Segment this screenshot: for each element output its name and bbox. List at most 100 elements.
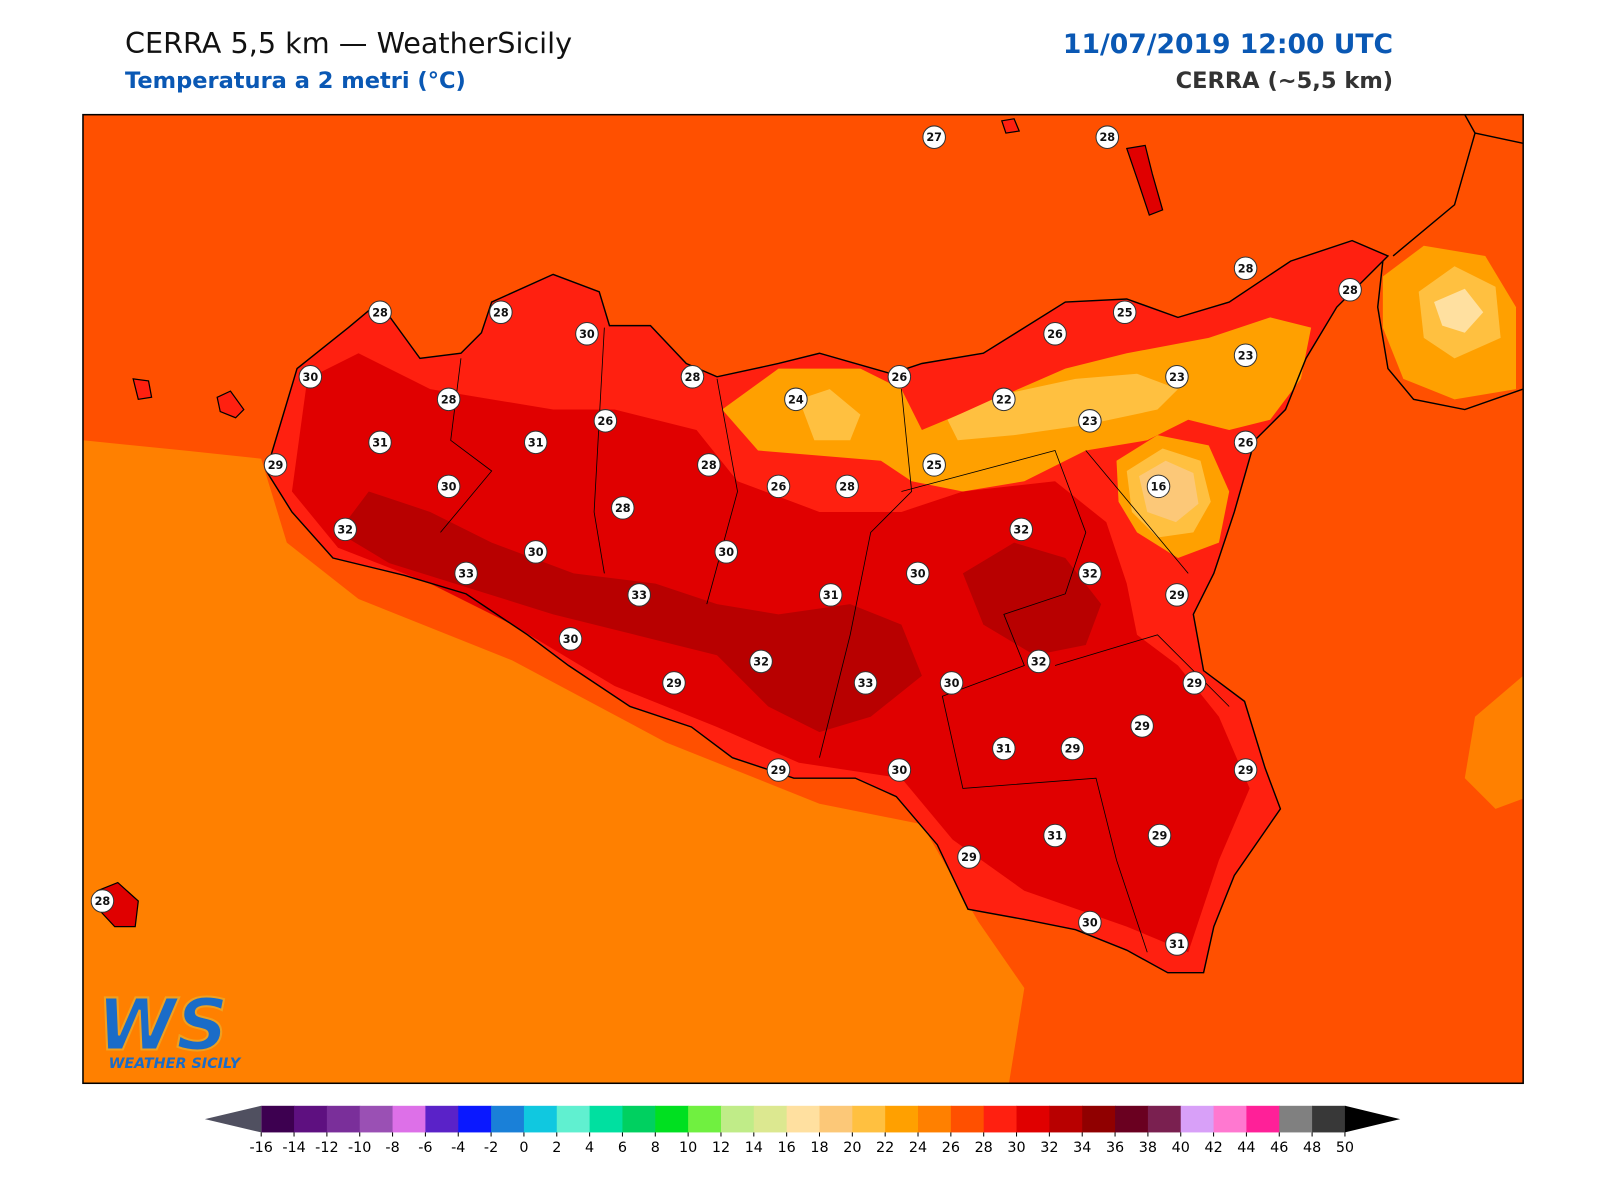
colorbar-tick-label: 42 xyxy=(1204,1140,1222,1156)
field-sea-south xyxy=(82,440,1025,1084)
colorbar-swatch xyxy=(1180,1105,1215,1133)
colorbar-swatch xyxy=(950,1105,985,1133)
station-value: 26 xyxy=(598,415,614,428)
colorbar-tick-label: -14 xyxy=(282,1140,305,1156)
station-value: 33 xyxy=(858,677,874,690)
logo: WS WEATHER SICILY xyxy=(96,981,242,1071)
colorbar-tick-label: 8 xyxy=(651,1140,660,1156)
station-value: 30 xyxy=(1082,917,1098,930)
station-marker xyxy=(454,561,478,586)
station-marker xyxy=(1233,430,1258,455)
station-marker xyxy=(368,300,392,325)
colorbar: -16 -14 -12 -10 -8 -6 -4 -2 0 2 4 6 8 10 12 14 16 18 20 22 2… xyxy=(204,1105,1401,1156)
station-marker xyxy=(523,540,548,564)
station-value: 28 xyxy=(95,895,111,908)
colorbar-swatch xyxy=(425,1105,459,1133)
station-marker xyxy=(1043,823,1067,848)
colorbar-swatch xyxy=(359,1105,394,1133)
station-marker xyxy=(714,540,739,564)
subtitle: Temperatura a 2 metri (°C) xyxy=(125,68,466,94)
colorbar-swatch xyxy=(1279,1105,1313,1133)
colorbar-swatch xyxy=(688,1105,722,1133)
colorbar-tick-label: -8 xyxy=(385,1140,399,1156)
station-value: 30 xyxy=(718,546,734,559)
colorbar-swatch xyxy=(918,1105,952,1133)
station-value: 23 xyxy=(1082,415,1098,428)
station-value: 32 xyxy=(1031,655,1047,668)
station-value: 16 xyxy=(1151,480,1167,493)
station-marker xyxy=(818,583,843,607)
colorbar-tick-label: 32 xyxy=(1040,1140,1058,1156)
station-marker xyxy=(922,125,946,149)
station-marker xyxy=(1182,671,1207,695)
station-value: 25 xyxy=(926,459,942,472)
station-marker xyxy=(853,671,878,695)
colorbar-swatch xyxy=(261,1105,295,1133)
station-marker xyxy=(766,474,791,499)
map-frame xyxy=(82,113,1524,1085)
station-value: 29 xyxy=(1187,677,1203,690)
station-value: 25 xyxy=(1117,306,1133,319)
colorbar-tick-label: 28 xyxy=(975,1140,993,1156)
station-marker xyxy=(1026,649,1051,674)
station-marker xyxy=(436,474,461,499)
colorbar-swatch xyxy=(556,1105,591,1133)
colorbar-tick-label: -2 xyxy=(484,1140,498,1156)
colorbar-tick-label: -16 xyxy=(249,1140,272,1156)
colorbar-tick-label: 20 xyxy=(843,1140,861,1156)
station-value: 30 xyxy=(528,546,544,559)
station-marker xyxy=(627,583,651,607)
coastline xyxy=(1376,114,1524,411)
station-value: 29 xyxy=(1238,764,1254,777)
colorbar-swatch xyxy=(753,1105,788,1133)
field-calabria xyxy=(1434,288,1484,333)
colorbar-swatch xyxy=(589,1105,623,1133)
station-value: 29 xyxy=(961,851,977,864)
station-value: 29 xyxy=(771,764,787,777)
colorbar-swatch xyxy=(392,1105,426,1133)
station-marker xyxy=(90,889,115,913)
station-marker xyxy=(835,474,859,499)
station-marker xyxy=(1078,409,1102,433)
station-value: 29 xyxy=(1065,742,1081,755)
station-marker xyxy=(749,649,773,674)
colorbar-swatch xyxy=(655,1105,689,1133)
station-value: 31 xyxy=(372,436,388,449)
colorbar-under xyxy=(204,1105,262,1133)
station-marker xyxy=(922,453,946,477)
station-marker xyxy=(992,736,1016,761)
station-marker xyxy=(1165,583,1189,607)
colorbar-swatch xyxy=(1016,1105,1050,1133)
station-marker xyxy=(784,387,808,412)
colorbar-tick-label: -12 xyxy=(315,1140,338,1156)
colorbar-swatch xyxy=(1213,1105,1247,1133)
island xyxy=(1125,144,1164,216)
station-marker xyxy=(436,387,461,412)
colorbar-tick-label: 10 xyxy=(679,1140,697,1156)
province-border xyxy=(440,327,1230,953)
colorbar-swatch xyxy=(491,1105,525,1133)
logo-mark: WS xyxy=(97,983,228,1067)
station-marker xyxy=(523,430,548,455)
station-value: 23 xyxy=(1169,371,1185,384)
station-marker xyxy=(1130,714,1154,738)
station-value: 31 xyxy=(528,436,544,449)
station-value: 28 xyxy=(615,502,631,515)
station-value: 26 xyxy=(892,371,908,384)
field-sea-east xyxy=(1464,675,1524,809)
colorbar-tick-label: 40 xyxy=(1172,1140,1190,1156)
colorbar-tick-label: -6 xyxy=(418,1140,432,1156)
colorbar-tick-label: 50 xyxy=(1336,1140,1354,1156)
stations: 27 28 28 28 28 28 30 25 26 23 30 28 26 23 28 24 22 26 23 31… xyxy=(90,125,1362,956)
title: CERRA 5,5 km — WeatherSicily xyxy=(125,26,572,60)
colorbar-swatch xyxy=(720,1105,755,1133)
station-value: 28 xyxy=(1238,262,1254,275)
station-marker xyxy=(593,409,618,433)
colorbar-swatch xyxy=(1246,1105,1280,1133)
station-value: 29 xyxy=(1134,720,1150,733)
colorbar-tick-label: 16 xyxy=(778,1140,796,1156)
colorbar-swatch xyxy=(1082,1105,1116,1133)
station-marker xyxy=(611,496,635,520)
station-marker xyxy=(1165,365,1189,389)
station-value: 31 xyxy=(823,589,839,602)
